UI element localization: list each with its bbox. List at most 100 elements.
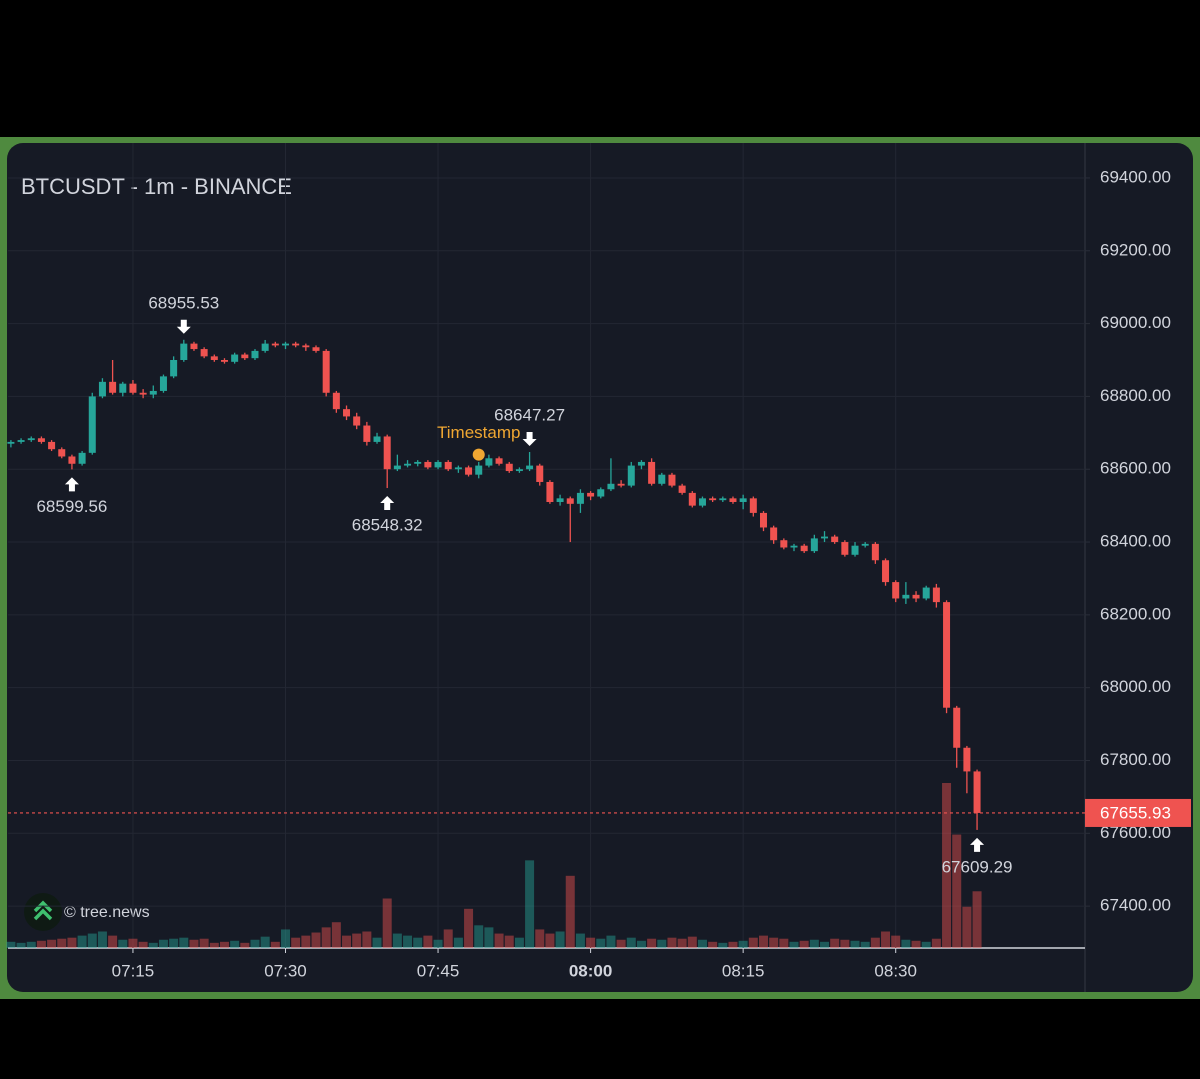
candle-body [719, 498, 727, 501]
arrow-down [522, 432, 537, 447]
candle-body [271, 343, 279, 346]
annotation-label: Timestamp [437, 423, 520, 442]
candle-body [871, 543, 879, 561]
volume-bar [138, 941, 148, 948]
candle-body [688, 492, 696, 506]
volume-bar [301, 935, 311, 948]
volume-bar [830, 938, 840, 948]
volume-bar [708, 941, 718, 948]
candle-body [109, 381, 117, 393]
candle-body [800, 545, 808, 552]
volume-bar [199, 938, 209, 948]
candle-body [637, 461, 645, 466]
volume-bar [535, 929, 545, 948]
arrow-up [970, 837, 985, 852]
candle-body [27, 438, 35, 441]
candle-body [912, 594, 920, 599]
candle-body [627, 465, 635, 486]
candle-body [902, 594, 910, 599]
volume-bar [118, 939, 128, 948]
candle-body [922, 587, 930, 599]
candle-body [149, 390, 157, 395]
annotation-dot [472, 448, 485, 461]
candle-body [617, 483, 625, 486]
candle-body [963, 747, 971, 772]
volume-bar [260, 936, 270, 948]
volume-bar [291, 937, 301, 948]
candle-body [88, 396, 96, 453]
candle-body [170, 359, 178, 377]
watermark: © tree.news [64, 904, 150, 921]
candle-body [210, 356, 218, 360]
volume-bar [97, 931, 107, 948]
candle-body [231, 354, 239, 362]
x-tick-label: 08:15 [722, 961, 765, 980]
volume-bar [799, 940, 809, 948]
candle-body [48, 441, 56, 450]
candle-body [485, 458, 493, 466]
candle-body [454, 467, 462, 470]
volume-bars [6, 783, 982, 948]
candle-body [282, 343, 289, 346]
volume-bar [209, 942, 219, 948]
candle-body [576, 492, 584, 504]
volume-bar [16, 942, 26, 948]
volume-bar [677, 938, 687, 948]
volume-bar [748, 937, 758, 948]
volume-bar [687, 936, 697, 948]
candle-body [658, 474, 666, 484]
candle-body [302, 345, 310, 348]
y-tick-label: 67600.00 [1100, 823, 1171, 842]
volume-bar [504, 935, 514, 948]
candle-body [729, 498, 737, 502]
y-tick-label: 69200.00 [1100, 240, 1171, 259]
y-tick-label: 68800.00 [1100, 386, 1171, 405]
candle-body [973, 771, 981, 813]
volume-bar [352, 933, 362, 948]
volume-bar [423, 935, 433, 948]
volume-bar [738, 940, 748, 948]
volume-bar [545, 933, 555, 948]
volume-bar [464, 908, 474, 948]
candle-body [332, 392, 340, 410]
volume-bar [403, 935, 413, 948]
candle-body [58, 449, 66, 457]
candle-body [159, 376, 167, 391]
volume-bar [219, 941, 229, 948]
y-tick-label: 67400.00 [1100, 896, 1171, 915]
candle-body [749, 498, 757, 513]
volume-bar [718, 942, 728, 948]
volume-bar [870, 937, 880, 948]
volume-bar [840, 939, 850, 948]
candle-body [322, 350, 330, 393]
volume-bar [270, 941, 280, 948]
y-tick-label: 68400.00 [1100, 532, 1171, 551]
x-tick-label: 08:00 [569, 961, 612, 980]
y-tick-label: 68000.00 [1100, 677, 1171, 696]
volume-bar [77, 935, 87, 948]
candle-body [434, 461, 442, 468]
candle-body [190, 343, 198, 350]
candle-body [139, 392, 147, 395]
volume-bar [128, 938, 138, 948]
volume-bar [789, 941, 799, 948]
volume-bar [921, 941, 931, 948]
candle-body [780, 540, 788, 548]
candle-body [444, 461, 452, 470]
volume-bar [484, 927, 494, 948]
volume-bar [657, 939, 667, 948]
volume-bar [148, 942, 158, 948]
volume-bar [596, 938, 606, 948]
volume-bar [158, 939, 168, 948]
volume-bar [911, 940, 921, 948]
volume-bar [6, 941, 16, 948]
candle-body [648, 461, 656, 484]
extreme-label: 67609.29 [942, 857, 1013, 876]
candle-body [17, 440, 25, 442]
volume-bar [494, 933, 504, 948]
candle-body [312, 347, 320, 351]
logo-icon [33, 900, 53, 921]
last-price-label: 67655.93 [1100, 803, 1171, 822]
volume-bar [321, 927, 331, 948]
